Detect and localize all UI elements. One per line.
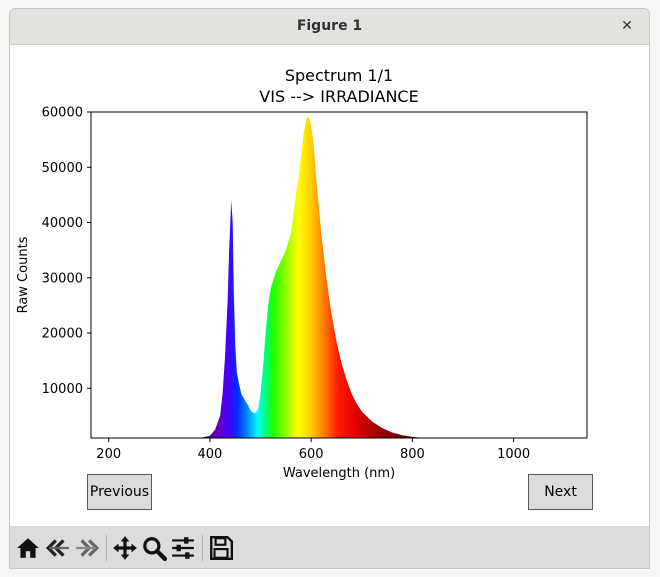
y-tick-label: 50000 xyxy=(42,161,83,176)
close-icon[interactable]: ✕ xyxy=(621,18,633,34)
y-axis-label: Raw Counts xyxy=(16,236,31,313)
figure-window: Figure 1 ✕ Spectrum 1/1 VIS --> IRRADIAN… xyxy=(9,8,650,569)
back-icon[interactable] xyxy=(45,535,71,561)
next-button[interactable]: Next xyxy=(528,474,593,510)
window-title: Figure 1 xyxy=(296,18,363,34)
y-tick-label: 60000 xyxy=(42,106,83,121)
spectrum-area xyxy=(91,116,587,438)
save-icon[interactable] xyxy=(208,535,234,561)
home-icon[interactable] xyxy=(15,535,41,561)
x-tick-label: 1000 xyxy=(497,447,530,462)
y-tick-label: 40000 xyxy=(42,216,83,231)
y-tick-label: 20000 xyxy=(42,327,83,342)
toolbar-separator xyxy=(202,535,203,561)
previous-button[interactable]: Previous xyxy=(87,474,152,510)
figure-canvas: Spectrum 1/1 VIS --> IRRADIANCE 200 400 60… xyxy=(10,45,649,526)
x-tick-label: 200 xyxy=(96,447,121,462)
x-axis-ticks: 200 400 600 800 1000 xyxy=(96,438,530,462)
y-axis-ticks: 10000 20000 30000 40000 50000 60000 xyxy=(42,106,91,397)
axes-frame xyxy=(90,111,588,439)
x-tick-label: 600 xyxy=(299,447,324,462)
title-bar: Figure 1 ✕ xyxy=(10,9,649,45)
navigation-toolbar xyxy=(10,526,649,568)
x-tick-label: 400 xyxy=(198,447,223,462)
chart-title: Spectrum 1/1 xyxy=(285,66,393,85)
pan-icon[interactable] xyxy=(112,535,138,561)
y-tick-label: 30000 xyxy=(42,271,83,286)
y-tick-label: 10000 xyxy=(42,382,83,397)
zoom-icon[interactable] xyxy=(141,535,167,561)
x-axis-label: Wavelength (nm) xyxy=(283,466,395,481)
spectrum-chart: Spectrum 1/1 VIS --> IRRADIANCE 200 400 60… xyxy=(16,66,588,481)
chart-subtitle: VIS --> IRRADIANCE xyxy=(259,87,418,106)
plot-area xyxy=(91,116,587,438)
configure-subplots-icon[interactable] xyxy=(170,535,196,561)
forward-icon[interactable] xyxy=(74,535,100,561)
x-tick-label: 800 xyxy=(400,447,425,462)
toolbar-separator xyxy=(106,535,107,561)
